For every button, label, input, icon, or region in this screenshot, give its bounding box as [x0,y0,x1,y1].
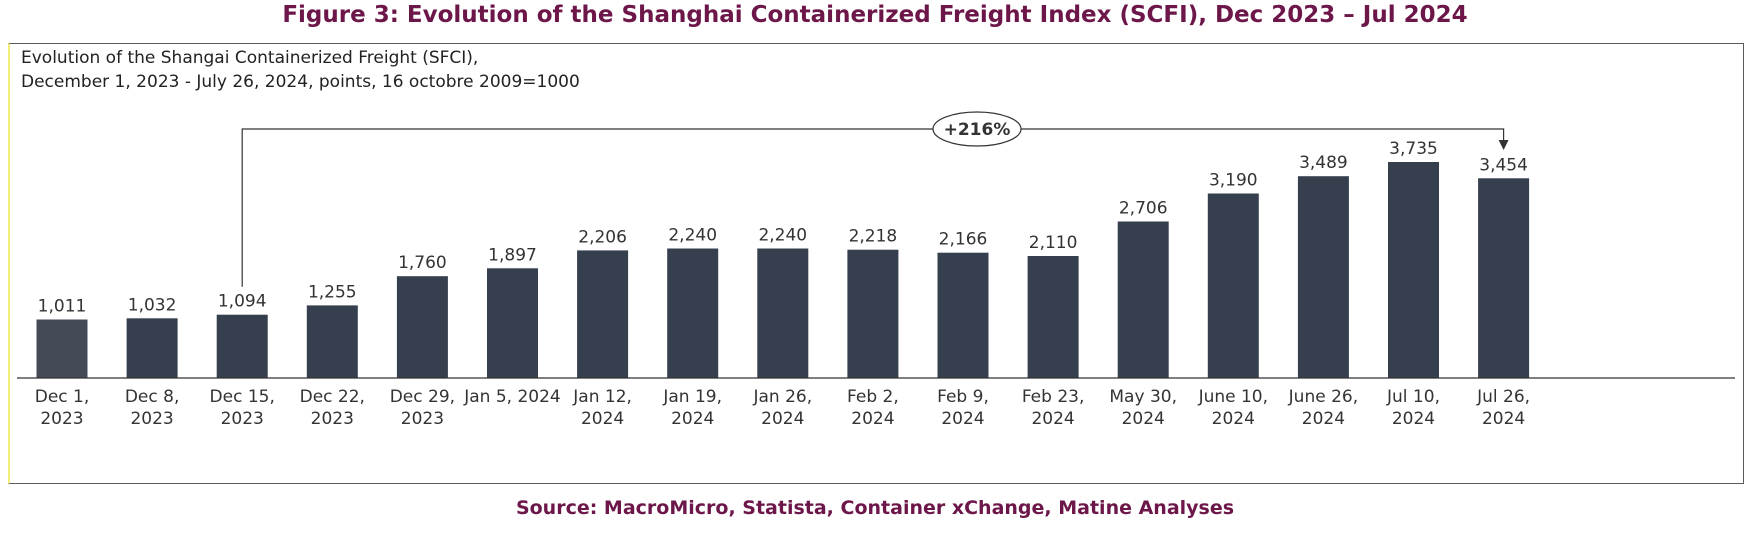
value-label-15: 3,735 [1389,139,1438,159]
x-tick-label-10-0: Feb 9, [937,387,989,407]
value-label-14: 3,489 [1299,153,1348,173]
x-tick-label-7-1: 2024 [671,409,714,429]
x-tick-label-5-0: Jan 5, 2024 [463,387,561,407]
x-tick-label-10-1: 2024 [941,409,984,429]
bar-6 [577,250,629,378]
x-tick-label-12-1: 2024 [1122,409,1165,429]
bar-9 [847,249,899,378]
chart-subtitle: December 1, 2023 - July 26, 2024, points… [21,72,580,92]
bar-1 [126,318,178,378]
bar-12 [1117,221,1169,378]
x-tick-label-9-0: Feb 2, [847,387,899,407]
value-label-13: 3,190 [1209,171,1258,191]
x-tick-label-12-0: May 30, [1109,387,1177,407]
bar-chart: Evolution of the Shangai Containerized F… [17,48,1735,429]
bar-7 [667,248,719,378]
bar-5 [487,268,538,378]
x-tick-label-4-0: Dec 29, [390,387,455,407]
x-tick-label-14-1: 2024 [1302,409,1345,429]
x-tick-label-15-1: 2024 [1392,409,1435,429]
bar-4 [396,276,448,378]
value-label-12: 2,706 [1119,199,1168,219]
bar-3 [306,305,358,378]
value-label-8: 2,240 [758,226,807,246]
x-tick-label-0-1: 2023 [40,409,83,429]
chart-title: Evolution of the Shangai Containerized F… [21,48,478,68]
x-tick-label-0-0: Dec 1, [35,387,90,407]
x-tick-label-11-0: Feb 23, [1022,387,1085,407]
bar-11 [1027,256,1079,378]
value-labels: 1,011 1,032 1,094 1,255 1,760 1,897 2,206 2,240… [38,139,1528,317]
bar-13 [1207,193,1259,378]
x-tick-label-13-1: 2024 [1212,409,1255,429]
value-label-10: 2,166 [939,230,988,250]
x-tick-label-7-0: Jan 19, [662,387,722,407]
x-tick-label-3-0: Dec 22, [300,387,365,407]
x-tick-label-8-0: Jan 26, [752,387,812,407]
value-label-4: 1,760 [398,253,447,273]
bar-2 [216,314,268,378]
x-tick-label-11-1: 2024 [1031,409,1074,429]
x-tick-label-1-1: 2023 [130,409,173,429]
value-label-1: 1,032 [128,295,177,315]
x-tick-label-15-0: Jul 10, [1386,387,1440,407]
x-tick-label-2-1: 2023 [221,409,264,429]
x-tick-label-6-1: 2024 [581,409,624,429]
x-tick-label-16-1: 2024 [1482,409,1525,429]
value-label-9: 2,218 [849,227,898,247]
x-tick-label-3-1: 2023 [311,409,354,429]
bar-14 [1297,176,1349,378]
value-label-2: 1,094 [218,292,267,312]
x-tick-label-1-0: Dec 8, [125,387,180,407]
chart-frame: Evolution of the Shangai Containerized F… [8,43,1744,484]
bar-16 [1478,178,1530,378]
value-label-16: 3,454 [1479,155,1528,175]
bar-0 [36,319,88,378]
annotation-label: +216% [944,120,1011,140]
annotation-bracket [241,128,1505,287]
source-note: Source: MacroMicro, Statista, Container … [515,497,1235,519]
bar-10 [937,252,989,378]
value-label-7: 2,240 [668,226,717,246]
x-tick-label-2-0: Dec 15, [210,387,275,407]
x-tick-label-16-0: Jul 26, [1476,387,1530,407]
x-tick-label-14-0: June 26, [1288,387,1358,407]
bars [36,162,1530,378]
annotation-arrowhead [1498,140,1509,150]
x-tick-label-4-1: 2023 [401,409,444,429]
bar-15 [1388,162,1439,378]
x-tick-label-6-0: Jan 12, [572,387,632,407]
value-label-11: 2,110 [1029,233,1078,253]
bar-8 [757,248,809,378]
x-tick-label-9-1: 2024 [851,409,894,429]
x-tick-label-8-1: 2024 [761,409,804,429]
x-tick-label-13-0: June 10, [1198,387,1268,407]
value-label-5: 1,897 [488,245,537,265]
value-label-3: 1,255 [308,282,357,302]
figure-title: Figure 3: Evolution of the Shanghai Cont… [282,2,1468,28]
annotation-bubble [932,111,1022,147]
growth-annotation: +216% [241,111,1509,287]
value-label-0: 1,011 [38,297,87,317]
value-label-6: 2,206 [578,227,627,247]
